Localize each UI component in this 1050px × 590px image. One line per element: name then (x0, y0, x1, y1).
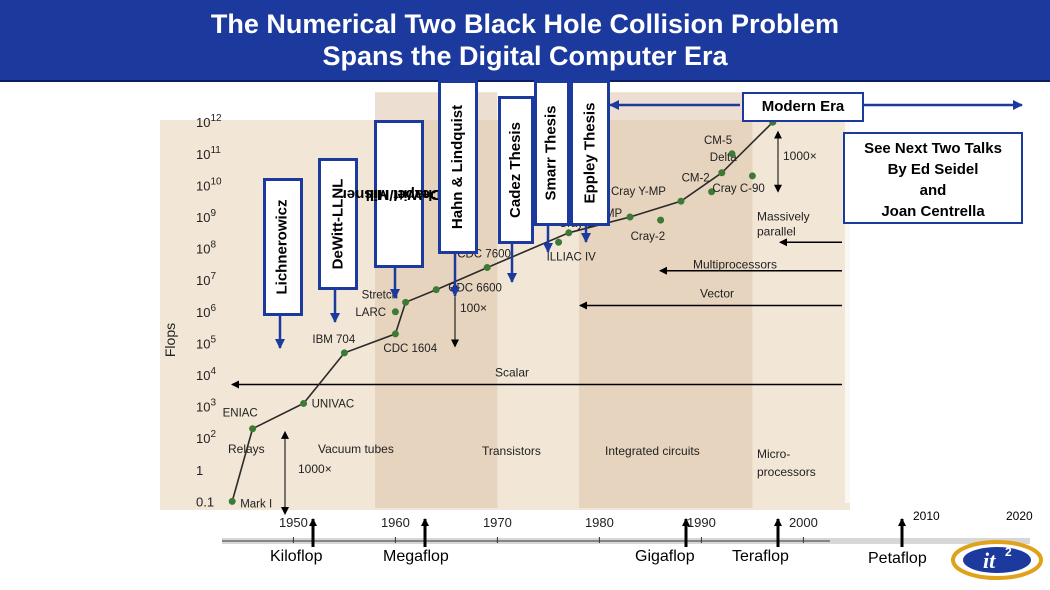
multiplier-1000x-early: 1000× (298, 462, 332, 476)
point-stretch (402, 298, 410, 306)
point-label-cm-5: CM-5 (704, 135, 732, 147)
multiplier-1000x-late: 1000× (783, 149, 817, 163)
axis-year-2020: 2020 (1006, 509, 1033, 523)
point-label-ibm-704: IBM 704 (312, 334, 355, 346)
y-tick-10-8: 108 (196, 240, 216, 257)
megaflop-label: Megaflop (383, 548, 449, 565)
y-tick-10-4: 104 (196, 366, 216, 383)
point-label-illiac-iv: ILLIAC IV (547, 251, 597, 263)
y-tick-10-12: 1012 (196, 113, 222, 130)
point-cdc-7600 (483, 264, 491, 272)
arrow-label-scalar: Scalar (495, 365, 529, 379)
y-tick-0-1: 0.1 (196, 494, 214, 509)
y-tick-10-7: 107 (196, 271, 216, 288)
x-tick-1990: 1990 (687, 515, 716, 530)
dewitt-llnl-label: DeWitt-LLNL (318, 158, 358, 290)
y-tick-10-5: 105 (196, 334, 216, 351)
title-line-1: The Numerical Two Black Hole Collision P… (210, 9, 840, 39)
svg-text:it: it (983, 548, 996, 573)
era-processors: processors (757, 465, 816, 479)
arrow-label-parallel: parallel (757, 224, 796, 238)
it2-logo: it 2 (951, 540, 1043, 580)
y-tick-10-10: 1010 (196, 176, 222, 193)
page-title: The Numerical Two Black Hole Collision P… (0, 8, 1050, 72)
modern-era-label: Modern Era (742, 92, 864, 122)
dewitt-misner-label: DeWitt/Misner -Chapel Hill (341, 120, 448, 268)
title-banner (0, 0, 1050, 82)
arrow-label-massively: Massively (757, 209, 810, 223)
point-cray-x-mp (626, 213, 634, 221)
y-tick-10-6: 106 (196, 303, 216, 320)
point-ibm-704 (340, 349, 348, 357)
point-cray-c-90 (748, 172, 756, 180)
y-tick-10-11: 1011 (196, 145, 221, 162)
point-label-cray-c-90: Cray C-90 (712, 183, 764, 195)
point-cm-2 (708, 188, 716, 196)
x-tick-1980: 1980 (585, 515, 614, 530)
point-label-larc: LARC (355, 307, 386, 319)
x-tick-1960: 1960 (381, 515, 410, 530)
point-label-cdc-6600: CDC 6600 (448, 283, 502, 295)
point-label-univac: UNIVAC (312, 398, 355, 410)
point-delta (718, 169, 726, 177)
point-cray-1 (565, 229, 573, 237)
title-line-2: Spans the Digital Computer Era (322, 41, 728, 71)
point-label-stretch: Stretch (362, 289, 398, 301)
smarr-thesis-label: Smarr Thesis (534, 80, 570, 226)
point-label-eniac: ENIAC (223, 408, 258, 420)
point-mark-i (228, 497, 236, 505)
era-integrated-circuits: Integrated circuits (605, 444, 700, 458)
y-axis-title: Flops (162, 323, 178, 357)
cadez-thesis-label: Cadez Thesis (498, 96, 534, 244)
point-label-cm-2: CM-2 (682, 173, 710, 185)
teraflop-label: Teraflop (732, 548, 789, 565)
y-tick-10-2: 102 (196, 429, 216, 446)
era-vacuum-tubes: Vacuum tubes (318, 442, 394, 456)
x-tick-2000: 2000 (789, 515, 818, 530)
eppley-thesis-label: Eppley Thesis (570, 80, 610, 226)
point-cdc-6600 (432, 286, 440, 294)
y-tick-1: 1 (196, 463, 203, 478)
arrow-label-multiprocessors: Multiprocessors (693, 258, 777, 272)
x-tick-1970: 1970 (483, 515, 512, 530)
y-tick-10-9: 109 (196, 208, 216, 225)
y-tick-10-3: 103 (196, 398, 216, 415)
next-talks-box: See Next Two Talks By Ed Seidel and Joan… (843, 132, 1023, 224)
petaflop-label: Petaflop (868, 550, 927, 567)
point-cray-y-mp (677, 197, 685, 205)
era-micro: Micro- (757, 447, 790, 461)
point-cdc-1604 (391, 330, 399, 338)
point-label-cdc-1604: CDC 1604 (383, 343, 437, 355)
point-label-mark-i: Mark I (240, 498, 272, 510)
gigaflop-label: Gigaflop (635, 548, 695, 565)
axis-year-2010: 2010 (913, 509, 940, 523)
lichnerowicz-label: Lichnerowicz (263, 178, 303, 316)
point-cm-5 (728, 150, 736, 158)
hahn-lindquist-label: Hahn & Lindquist (438, 80, 478, 254)
arrow-label-vector: Vector (700, 286, 734, 300)
x-tick-1950: 1950 (279, 515, 308, 530)
point-illiac-iv (555, 238, 563, 246)
point-eniac (249, 425, 257, 433)
point-larc (391, 308, 399, 316)
point-cray-2 (657, 216, 665, 224)
point-univac (300, 399, 308, 407)
era-transistors: Transistors (482, 444, 541, 458)
point-label-cray-2: Cray-2 (631, 231, 666, 243)
kiloflop-label: Kiloflop (270, 548, 323, 565)
point-label-cray-y-mp: Cray Y-MP (611, 186, 666, 198)
svg-text:2: 2 (1005, 545, 1012, 559)
multiplier-100x: 100× (460, 301, 487, 315)
